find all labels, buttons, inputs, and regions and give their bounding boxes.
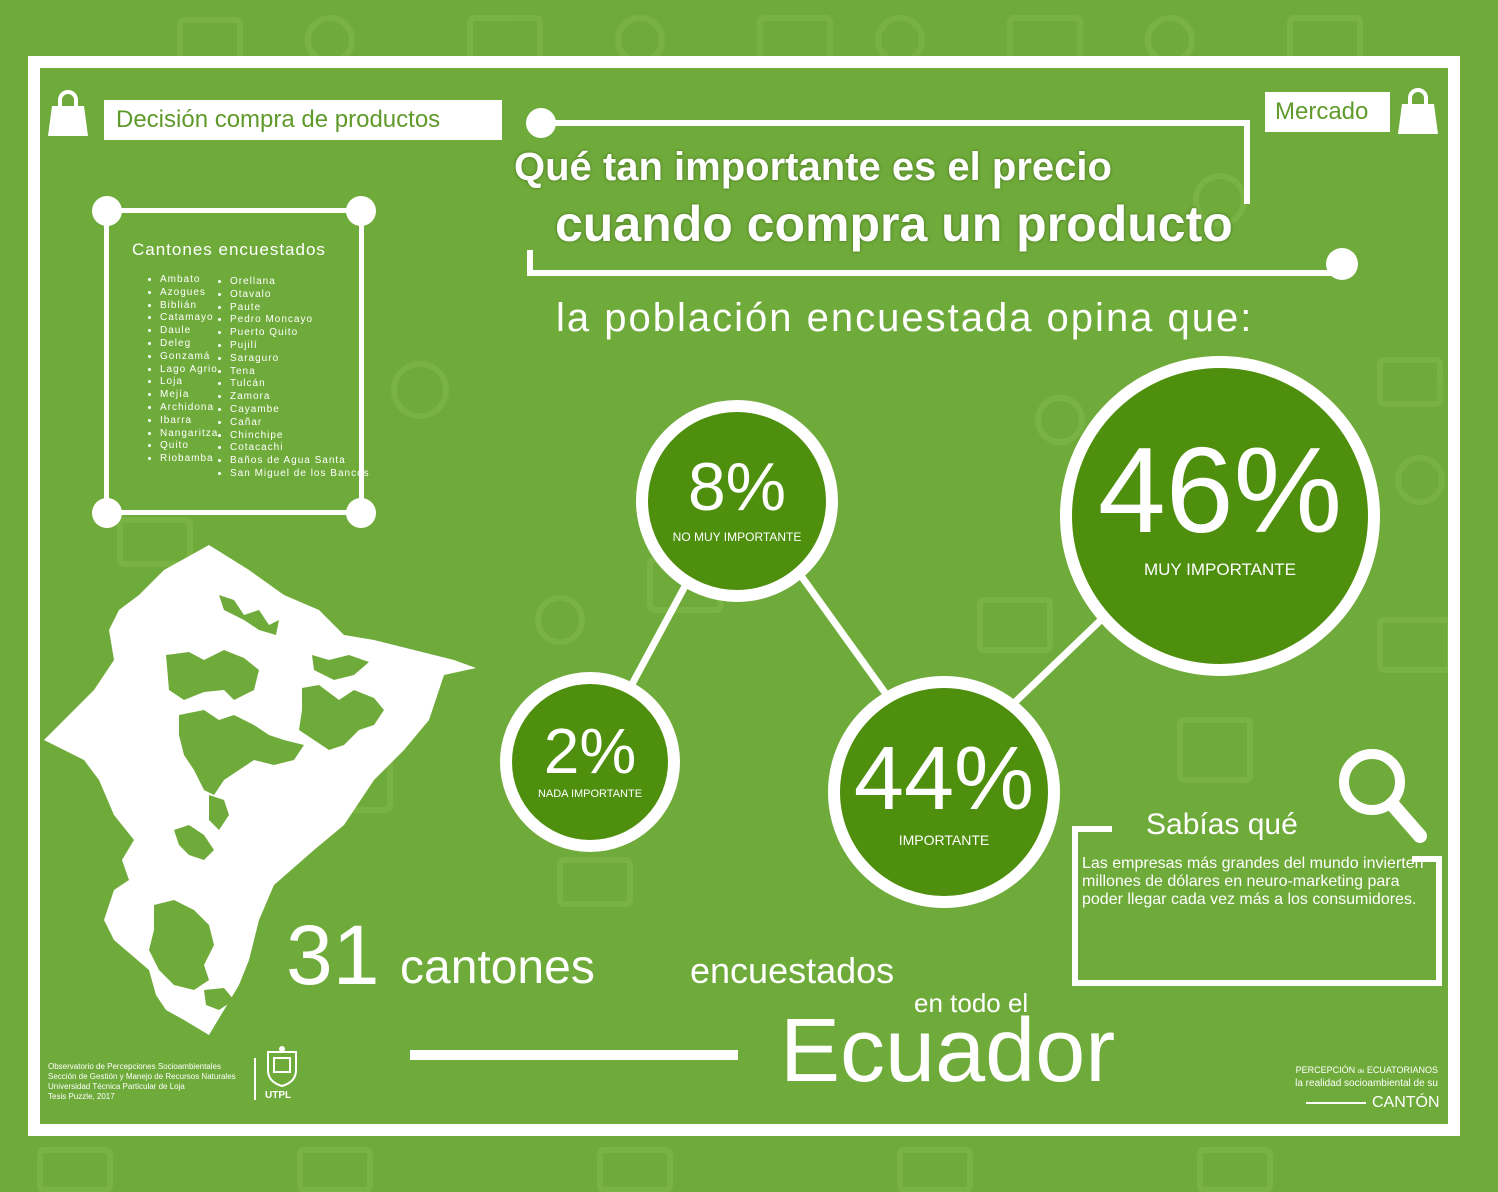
canton-item: Catamayo xyxy=(160,312,218,325)
sabias-box-corner xyxy=(1412,856,1442,862)
canton-item: Cayambe xyxy=(230,404,370,417)
title-bottom-line xyxy=(527,270,1343,276)
cantons-list-1: AmbatoAzoguesBibliánCatamayoDauleDelegGo… xyxy=(146,274,218,466)
canton-item: Azogues xyxy=(160,287,218,300)
canton-item: Pujilí xyxy=(230,340,370,353)
sabias-box-top xyxy=(1072,826,1112,832)
cantons-title: Cantones encuestados xyxy=(132,240,326,259)
cantons-box-right xyxy=(359,208,364,508)
title-left-line xyxy=(527,250,533,276)
canton-item: Gonzamá xyxy=(160,351,218,364)
percentage-value: 46% xyxy=(1097,422,1343,558)
canton-item: Tulcán xyxy=(230,378,370,391)
shopping-bag-icon xyxy=(48,90,88,136)
summary-underline xyxy=(410,1050,738,1060)
sabias-text: Las empresas más grandes del mundo invie… xyxy=(1082,855,1424,908)
brand-word: ECUATORIANOS xyxy=(1366,1065,1438,1075)
brand-word: PERCEPCIÓN xyxy=(1295,1065,1356,1075)
credits: Observatorio de Percepciones Socioambien… xyxy=(48,1062,236,1102)
percentage-value: 8% xyxy=(687,449,787,525)
credit-line: Tesis Puzzle, 2017 xyxy=(48,1092,115,1101)
canton-item: San Miguel de los Bancos xyxy=(230,468,370,481)
sabias-box-left xyxy=(1072,826,1078,986)
corner-dot xyxy=(346,498,376,528)
canton-item: Zamora xyxy=(230,391,370,404)
summary-country: Ecuador xyxy=(780,1001,1116,1101)
brand-canton: CANTÓN xyxy=(1372,1094,1440,1111)
canton-item: Chinchipe xyxy=(230,430,370,443)
canton-item: Biblián xyxy=(160,300,218,313)
percentage-label: NADA IMPORTANTE xyxy=(537,788,643,800)
summary-word-cantones: cantones xyxy=(400,941,595,994)
canton-item: Nangaritza xyxy=(160,428,218,441)
credit-line: Universidad Técnica Particular de Loja xyxy=(48,1082,185,1091)
canton-item: Tena xyxy=(230,366,370,379)
canton-item: Paute xyxy=(230,302,370,315)
brand-word: de xyxy=(1357,1069,1365,1075)
corner-dot xyxy=(92,196,122,226)
brand-underline xyxy=(1306,1102,1366,1104)
canton-item: Archidona xyxy=(160,402,218,415)
canton-item: Lago Agrio xyxy=(160,364,218,377)
canton-item: Pedro Moncayo xyxy=(230,314,370,327)
subtitle: la población encuestada opina que: xyxy=(556,296,1254,340)
canton-item: Daule xyxy=(160,325,218,338)
canton-item: Baños de Agua Santa xyxy=(230,455,370,468)
canton-item: Cañar xyxy=(230,417,370,430)
title-line-2: cuando compra un producto xyxy=(555,196,1233,252)
canton-item: Ibarra xyxy=(160,415,218,428)
summary-word-encuestados: encuestados xyxy=(690,950,895,991)
cantons-box-top xyxy=(104,208,364,213)
sabias-title: Sabías qué xyxy=(1146,808,1298,841)
credit-line: Sección de Gestión y Manejo de Recursos … xyxy=(48,1072,236,1081)
sabias-box-right xyxy=(1436,856,1442,986)
summary-word-en-todo-el: en todo el xyxy=(914,988,1029,1018)
title-right-line xyxy=(1244,120,1250,204)
canton-item: Orellana xyxy=(230,276,370,289)
result-circle-2: 2% NADA IMPORTANTE xyxy=(500,672,680,852)
credit-line: Observatorio de Percepciones Socioambien… xyxy=(48,1062,221,1071)
connector-dot xyxy=(1326,248,1358,280)
canton-count: 31 xyxy=(286,908,380,1002)
white-frame xyxy=(28,56,1460,1136)
cantons-list-2: OrellanaOtavaloPautePedro MoncayoPuerto … xyxy=(216,276,370,481)
canton-item: Cotacachi xyxy=(230,442,370,455)
shopping-bag-icon xyxy=(1398,88,1438,134)
credits-divider xyxy=(254,1058,256,1100)
category-label: Decisión compra de productos xyxy=(104,100,502,140)
canton-item: Mejía xyxy=(160,389,218,402)
canton-item: Saraguro xyxy=(230,353,370,366)
canton-item: Riobamba xyxy=(160,453,218,466)
canton-item: Puerto Quito xyxy=(230,327,370,340)
percentage-label: IMPORTANTE xyxy=(898,832,990,848)
canton-item: Otavalo xyxy=(230,289,370,302)
result-circle-46: 46% MUY IMPORTANTE xyxy=(1060,356,1380,676)
canton-item: Quito xyxy=(160,440,218,453)
brand-logo: PERCEPCIÓN de ECUATORIANOS la realidad s… xyxy=(1290,1064,1438,1090)
canton-item: Deleg xyxy=(160,338,218,351)
percentage-value: 2% xyxy=(543,715,637,787)
cantons-box-bottom xyxy=(104,510,364,515)
title-top-line xyxy=(540,120,1250,126)
magnifier-icon xyxy=(1339,749,1427,843)
utpl-crest-icon xyxy=(267,1046,297,1088)
canton-item: Ambato xyxy=(160,274,218,287)
result-circle-44: 44% IMPORTANTE xyxy=(828,676,1060,908)
utpl-logo-text: UTPL xyxy=(265,1090,292,1101)
result-circle-8: 8% NO MUY IMPORTANTE xyxy=(636,400,838,602)
ecuador-map xyxy=(44,545,476,1035)
corner-dot xyxy=(346,196,376,226)
percentage-label: NO MUY IMPORTANTE xyxy=(672,530,802,544)
canton-item: Loja xyxy=(160,376,218,389)
market-label: Mercado xyxy=(1265,92,1390,132)
corner-dot xyxy=(92,498,122,528)
percentage-label: MUY IMPORTANTE xyxy=(1143,560,1297,579)
brand-line-2: la realidad socioambiental de su xyxy=(1295,1078,1438,1089)
sabias-box-bottom xyxy=(1072,980,1442,986)
cantons-box-left xyxy=(104,208,109,508)
title-line-1: Qué tan importante es el precio xyxy=(514,145,1112,189)
percentage-value: 44% xyxy=(853,729,1035,829)
